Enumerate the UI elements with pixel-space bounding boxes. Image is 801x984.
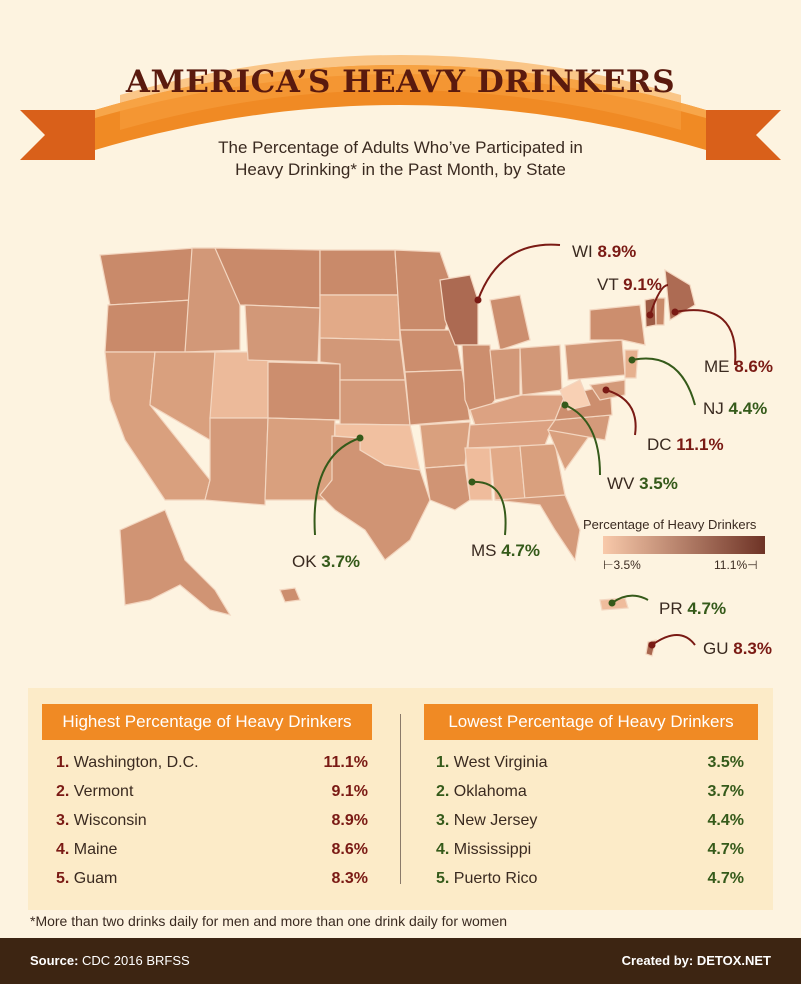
state-in [489, 347, 521, 401]
legend-max: 11.1%⊣ [714, 558, 758, 572]
state-wa [99, 247, 196, 306]
state-me [664, 268, 696, 322]
state-la [424, 464, 471, 511]
legend-gradient [603, 536, 765, 554]
ranking-tables: Highest Percentage of Heavy Drinkers Low… [28, 688, 773, 910]
legend-min: ⊢3.5% [603, 558, 641, 572]
state-nm [264, 417, 336, 501]
highest-row: 2. Vermont 9.1% [56, 783, 368, 800]
lowest-header: Lowest Percentage of Heavy Drinkers [424, 704, 758, 740]
callout-nj: NJ 4.4% [703, 399, 768, 418]
callout-wi: WI 8.9% [572, 242, 637, 261]
highest-header: Highest Percentage of Heavy Drinkers [42, 704, 372, 740]
state-ar [419, 421, 471, 469]
callout-ok: OK 3.7% [292, 552, 361, 571]
highest-row: 5. Guam 8.3% [56, 870, 368, 887]
state-ut [209, 351, 269, 419]
lowest-row: 1. West Virginia 3.5% [436, 754, 744, 771]
state-nh [655, 297, 666, 326]
legend-title: Percentage of Heavy Drinkers [583, 517, 757, 532]
highest-row: 1. Washington, D.C. 11.1% [56, 754, 368, 771]
table-divider [400, 714, 401, 884]
state-or [104, 299, 193, 353]
state-mi [489, 294, 531, 351]
state-ny [589, 304, 646, 346]
state-tn [467, 419, 556, 449]
page-title: AMERICA’S HEAVY DRINKERS [125, 64, 676, 100]
state-hi [279, 587, 301, 603]
callout-ms: MS 4.7% [471, 541, 540, 560]
state-sd [319, 294, 401, 341]
us-map [99, 243, 737, 657]
state-ks [339, 379, 411, 426]
lowest-row: 4. Mississippi 4.7% [436, 841, 744, 858]
source-credit: Source: CDC 2016 BRFSS [30, 953, 190, 968]
lowest-row: 5. Puerto Rico 4.7% [436, 870, 744, 887]
state-nj [624, 349, 639, 379]
callout-pr: PR 4.7% [659, 599, 727, 618]
callout-me: ME 8.6% [704, 357, 773, 376]
state-nd [319, 249, 399, 296]
footnote: *More than two drinks daily for men and … [30, 913, 508, 929]
callout-dc: DC 11.1% [647, 435, 724, 454]
subtitle-line-2: Heavy Drinking* in the Past Month, by St… [235, 160, 566, 179]
state-az [204, 417, 269, 506]
subtitle: The Percentage of Adults Who’ve Particip… [0, 137, 801, 181]
state-wy [244, 304, 321, 363]
state-fl [494, 494, 581, 562]
state-pa [564, 339, 626, 381]
state-oh [519, 344, 563, 396]
title-banner [20, 55, 781, 160]
highest-row: 3. Wisconsin 8.9% [56, 812, 368, 829]
callout-gu: GU 8.3% [703, 639, 772, 658]
state-co [267, 361, 341, 421]
lowest-row: 3. New Jersey 4.4% [436, 812, 744, 829]
state-ak [119, 509, 232, 616]
state-al [489, 445, 526, 501]
lowest-row: 2. Oklahoma 3.7% [436, 783, 744, 800]
creator-credit: Created by: DETOX.NET [621, 953, 771, 968]
callout-wv: WV 3.5% [607, 474, 678, 493]
highest-row: 4. Maine 8.6% [56, 841, 368, 858]
state-tx [319, 435, 431, 561]
state-ms [464, 447, 493, 501]
subtitle-line-1: The Percentage of Adults Who’ve Particip… [218, 138, 583, 157]
callout-vt: VT 9.1% [597, 275, 662, 294]
footer-bar: Source: CDC 2016 BRFSS Created by: DETOX… [0, 938, 801, 984]
state-mo [404, 369, 471, 426]
